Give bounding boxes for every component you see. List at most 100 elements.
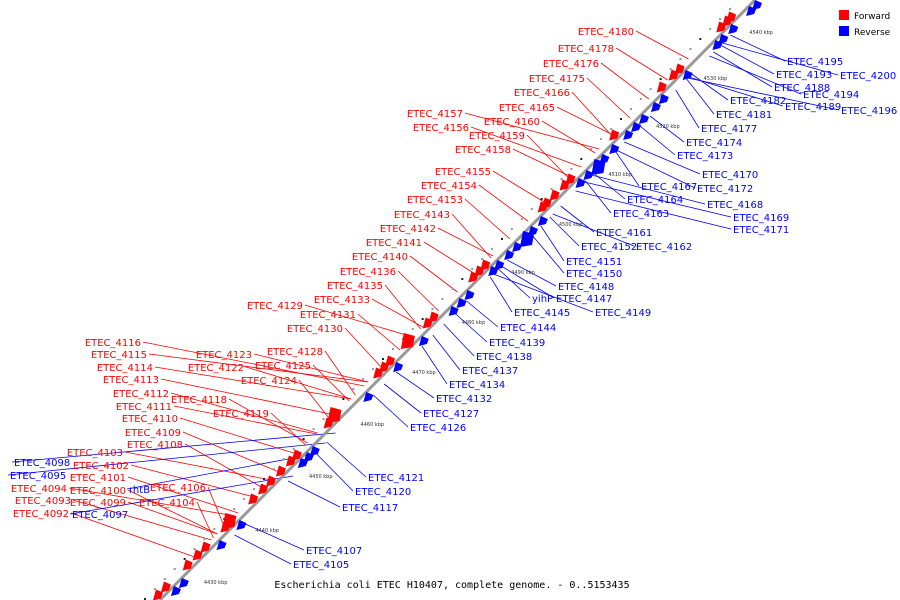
leader-line	[501, 265, 555, 299]
backbone-dash	[213, 528, 216, 530]
forward-gene-label: ETEC_4125	[255, 361, 311, 372]
backbone-dash	[233, 508, 236, 510]
leader-line	[492, 170, 546, 204]
backbone-dash	[262, 478, 265, 480]
backbone-dash	[491, 248, 494, 250]
forward-gene-label: ETEC_4114	[97, 363, 153, 374]
leader-line	[722, 42, 839, 76]
leader-line	[531, 234, 565, 274]
forward-gene-label: ETEC_4119	[213, 409, 269, 420]
backbone-dash	[322, 418, 325, 420]
backbone-dash	[689, 48, 692, 50]
leader-line	[454, 312, 488, 343]
leader-line	[584, 181, 732, 218]
backbone-dash	[203, 538, 206, 540]
leader-line	[541, 120, 596, 154]
leader-line	[395, 371, 435, 399]
leader-line	[506, 259, 557, 287]
leader-line	[585, 180, 612, 214]
backbone-dash	[243, 498, 246, 500]
backbone-dash	[639, 98, 642, 100]
leader-line	[228, 398, 308, 444]
forward-gene-label: ETEC_4094	[11, 484, 67, 495]
kbp-tick-label: 4460 kbp	[361, 422, 385, 428]
gene-features	[153, 0, 763, 600]
reverse-gene-label: ETEC_4098	[14, 458, 70, 469]
forward-gene	[291, 449, 302, 461]
forward-gene	[400, 333, 415, 349]
backbone-dash	[302, 438, 305, 440]
reverse-gene	[583, 170, 594, 180]
leader-line	[720, 44, 775, 75]
reverse-gene-label: ETEC_4127	[423, 409, 479, 420]
backbone-dash	[699, 38, 702, 40]
backbone-dash	[372, 368, 375, 370]
backbone-dash	[253, 488, 256, 490]
reverse-gene	[170, 586, 181, 596]
backbone-dash	[619, 118, 622, 120]
leader-line	[730, 34, 786, 62]
reverse-gene-label: ETEC_4150	[566, 269, 622, 280]
leader-line	[357, 313, 401, 351]
forward-gene-label: ETEC_4109	[125, 428, 181, 439]
leader-line	[154, 366, 352, 400]
forward-gene-label: ETEC_4111	[116, 402, 172, 413]
reverse-gene-label: ETEC_4121	[368, 473, 424, 484]
leader-line	[616, 149, 696, 189]
reverse-gene-label: ETEC_4194	[803, 90, 859, 101]
reverse-gene	[682, 70, 693, 80]
reverse-gene-label: ETEC_4148	[558, 282, 614, 293]
leader-line	[571, 91, 613, 137]
backbone-dash	[590, 148, 593, 150]
forward-gene-label: ETEC_4142	[380, 224, 436, 235]
leader-line	[600, 62, 650, 100]
forward-gene	[609, 129, 620, 141]
reverse-gene	[609, 144, 620, 154]
backbone-dash	[461, 278, 464, 280]
reverse-gene	[623, 130, 634, 140]
forward-gene-label: ETEC_4140	[352, 252, 408, 263]
leader-line	[207, 486, 225, 528]
leader-line	[675, 89, 700, 129]
backbone-dash	[163, 578, 166, 580]
backbone-dash	[610, 128, 613, 130]
forward-gene-label: ETEC_4101	[70, 473, 126, 484]
backbone-dash	[362, 378, 365, 380]
reverse-gene	[464, 290, 475, 300]
backbone-dash	[679, 58, 682, 60]
forward-gene-label: ETEC_4141	[366, 238, 422, 249]
reverse-gene-label: ETEC_4195	[787, 57, 843, 68]
leader-line	[245, 523, 305, 551]
backbone-dash	[471, 268, 474, 270]
forward-gene-label: ETEC_4153	[407, 195, 463, 206]
leader-line	[130, 464, 255, 498]
backbone-dash	[709, 28, 712, 30]
leader-line	[173, 405, 317, 435]
forward-gene	[428, 311, 439, 323]
backbone-dash	[520, 218, 523, 220]
forward-gene	[674, 63, 685, 75]
backbone-dash	[510, 228, 513, 230]
forward-gene-label: ETEC_4112	[113, 389, 169, 400]
leader-line	[315, 452, 354, 492]
reverse-gene	[418, 336, 429, 346]
leader-line	[312, 364, 350, 402]
reverse-gene-label: ETEC_4145	[514, 308, 570, 319]
forward-gene-label: ETEC_4131	[300, 310, 356, 321]
forward-gene	[266, 475, 277, 487]
kbp-tick-label: 4470 kbp	[412, 370, 436, 376]
forward-gene	[716, 21, 727, 33]
genome-title: Escherichia coli ETEC H10407, complete g…	[274, 580, 629, 591]
backbone-dash	[659, 78, 662, 80]
forward-gene-label: ETEC_4093	[15, 496, 71, 507]
forward-gene	[323, 417, 334, 429]
forward-gene-label: ETEC_4165	[499, 103, 555, 114]
forward-gene-label: ETEC_4160	[484, 117, 540, 128]
forward-gene-label: ETEC_4155	[435, 167, 491, 178]
backbone-dash	[153, 588, 156, 590]
reverse-gene	[488, 266, 499, 276]
reverse-gene	[393, 362, 404, 372]
leader-line	[253, 353, 369, 383]
leader-line	[549, 216, 580, 247]
leader-line	[124, 451, 272, 481]
